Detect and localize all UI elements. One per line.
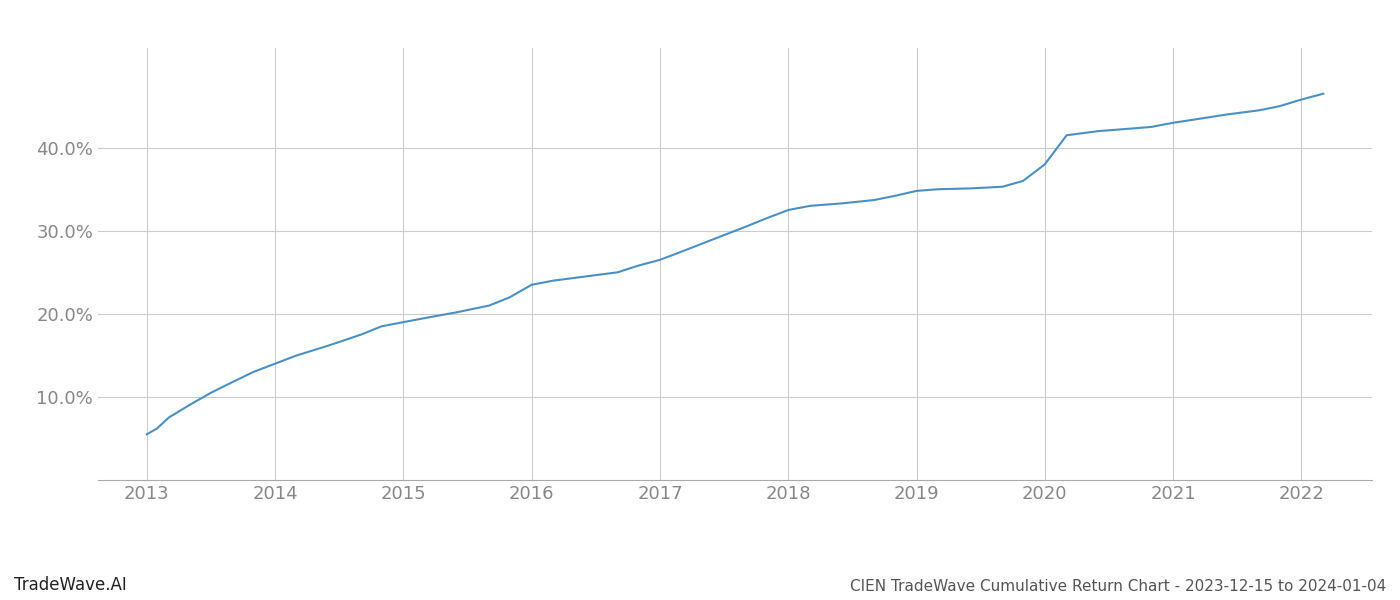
Text: CIEN TradeWave Cumulative Return Chart - 2023-12-15 to 2024-01-04: CIEN TradeWave Cumulative Return Chart -… xyxy=(850,579,1386,594)
Text: TradeWave.AI: TradeWave.AI xyxy=(14,576,127,594)
